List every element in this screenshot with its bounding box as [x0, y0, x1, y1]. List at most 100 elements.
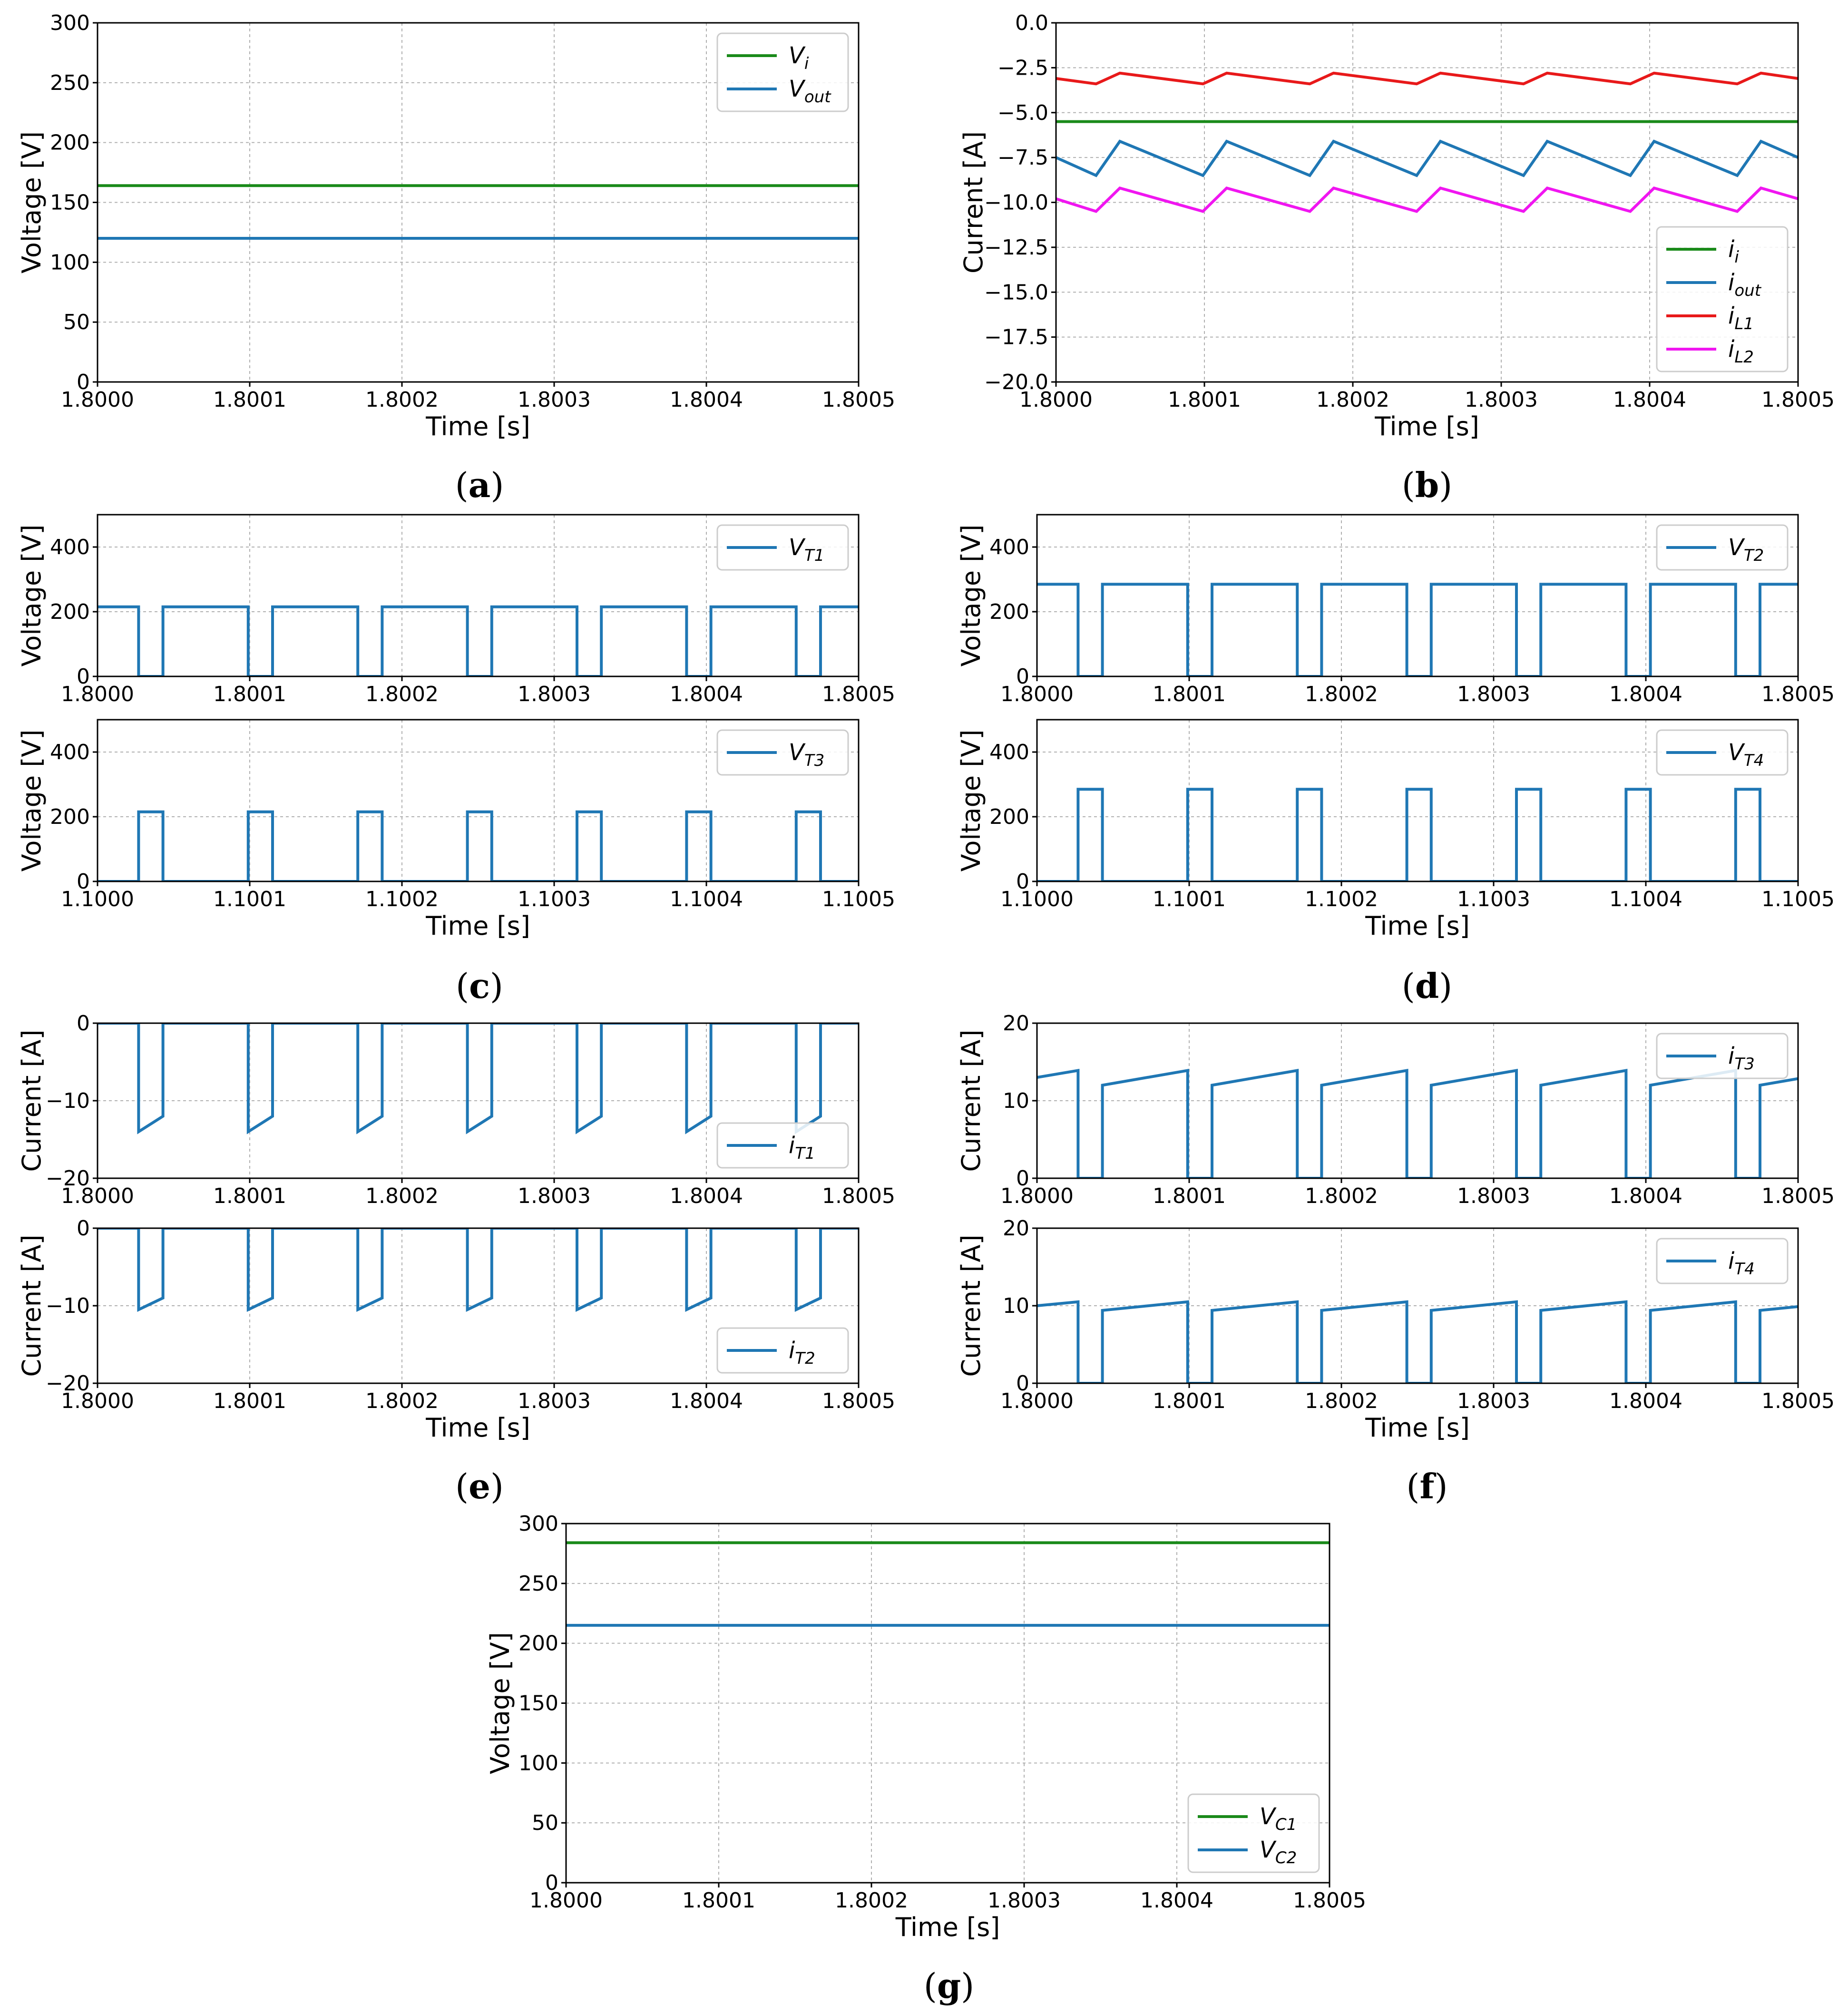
legend-box [716, 1122, 849, 1169]
y-tick-label: 300 [518, 1512, 558, 1536]
legend-entry: Vi [789, 42, 809, 73]
x-tick-label: 1.8002 [365, 388, 439, 412]
x-tick-label: 1.8003 [518, 1389, 591, 1413]
y-tick-label: −10.0 [984, 191, 1048, 215]
series-line-V-T3 [98, 810, 859, 881]
series-line-i-L1 [1056, 71, 1798, 86]
y-axis-label: Current [A] [958, 131, 988, 274]
x-tick-label: 1.8002 [1305, 1389, 1378, 1413]
series-line-i-L2 [1056, 186, 1798, 213]
series-line-i-out [1056, 139, 1798, 177]
legend-entry: VT3 [789, 739, 824, 770]
legend-symbol: V [789, 534, 806, 561]
x-tick-label: 1.8001 [682, 1888, 755, 1913]
y-tick-label: −20.0 [984, 370, 1048, 394]
y-tick-label: 200 [989, 805, 1029, 829]
legend-box [716, 729, 849, 776]
legend-symbol: V [1728, 534, 1745, 561]
legend-symbol: i [1728, 269, 1735, 296]
legend-entry: VC2 [1260, 1837, 1297, 1867]
x-tick-label: 1.8002 [1316, 388, 1389, 412]
x-axis-label: Time [s] [895, 1912, 1000, 1942]
legend-box [1656, 524, 1789, 571]
x-tick-label: 1.8003 [1457, 1389, 1530, 1413]
legend-subscript: C1 [1275, 1815, 1297, 1834]
legend-subscript: T2 [1744, 546, 1764, 565]
x-tick-label: 1.8005 [822, 388, 895, 412]
legend-box [716, 32, 849, 112]
plot-frame [97, 514, 860, 677]
y-tick-label: 200 [50, 600, 90, 624]
legend-subscript: T4 [1734, 1260, 1754, 1279]
y-tick-label: 200 [989, 600, 1029, 624]
legend-subscript: T4 [1744, 751, 1764, 770]
subfigure-label: (f) [1406, 1466, 1447, 1506]
y-tick-label: 0 [77, 1011, 90, 1036]
x-tick-label: 1.8001 [1153, 1184, 1226, 1208]
y-tick-label: 100 [518, 1751, 558, 1775]
y-tick-label: 300 [50, 11, 90, 35]
x-tick-label: 1.1000 [1000, 887, 1074, 911]
x-tick-label: 1.8004 [1609, 1389, 1682, 1413]
y-tick-label: 200 [518, 1632, 558, 1656]
y-tick-label: −10 [46, 1089, 90, 1113]
x-tick-label: 1.8002 [365, 1184, 439, 1208]
x-tick-label: 1.8000 [61, 1184, 134, 1208]
legend-box [1656, 1238, 1789, 1284]
x-tick-label: 1.8000 [1000, 1389, 1074, 1413]
x-tick-label: 1.8002 [835, 1888, 908, 1913]
x-tick-label: 1.8004 [1609, 682, 1682, 706]
subfigure-label: (b) [1402, 465, 1453, 505]
y-tick-label: 50 [63, 310, 90, 334]
x-axis-label: Time [s] [1365, 911, 1470, 941]
y-tick-label: 100 [50, 250, 90, 274]
y-tick-label: 400 [989, 740, 1029, 764]
y-tick-label: 0 [77, 870, 90, 894]
x-tick-label: 1.8003 [988, 1888, 1061, 1913]
y-tick-label: −7.5 [997, 146, 1048, 170]
series-line-i-T4 [1037, 1300, 1798, 1383]
subfigure-label: (e) [455, 1466, 504, 1506]
legend-symbol: V [1260, 1837, 1277, 1863]
y-tick-label: 20 [1003, 1011, 1029, 1036]
legend-subscript: T3 [804, 751, 824, 770]
x-tick-label: 1.8003 [518, 1184, 591, 1208]
y-axis-label: Voltage [V] [956, 525, 986, 667]
legend-subscript: T2 [795, 1349, 815, 1368]
plot-frame [1036, 719, 1799, 882]
series-line-i-T3 [1037, 1068, 1798, 1178]
x-axis-label: Time [s] [1365, 1413, 1470, 1443]
legend-symbol: i [1728, 1248, 1735, 1274]
x-tick-label: 1.8002 [365, 682, 439, 706]
x-tick-label: 1.8002 [365, 1389, 439, 1413]
x-tick-label: 1.8002 [1305, 1184, 1378, 1208]
legend: iT1 [716, 1122, 849, 1169]
y-tick-label: 50 [532, 1811, 558, 1835]
legend-entry: iT2 [789, 1337, 815, 1368]
x-tick-label: 1.8005 [822, 1184, 895, 1208]
legend-entry: iT3 [1728, 1043, 1755, 1074]
plot-frame [1055, 22, 1799, 383]
y-tick-label: 0 [77, 1216, 90, 1241]
y-axis-label: Current [A] [956, 1029, 986, 1172]
x-tick-label: 1.8003 [1457, 1184, 1530, 1208]
y-axis-label: Current [A] [17, 1234, 47, 1377]
legend-subscript: L1 [1734, 314, 1754, 333]
series-line-i-T2 [98, 1228, 859, 1312]
legend-subscript: out [804, 88, 831, 107]
x-tick-label: 1.8003 [1457, 682, 1530, 706]
chart-c_bottom: 1.1000 1.1001 1.1002 1.1003 1.1004 1.1005 0 200… [17, 719, 895, 1006]
legend-entry: iL1 [1728, 303, 1754, 333]
x-tick-label: 1.8003 [518, 388, 591, 412]
series-line-V-T2 [1037, 583, 1798, 676]
legend: VT2 [1656, 524, 1789, 571]
y-tick-label: −15.0 [984, 280, 1048, 304]
y-axis-label: Current [A] [17, 1029, 47, 1172]
y-tick-label: 10 [1003, 1089, 1029, 1113]
x-tick-label: 1.8005 [1293, 1888, 1366, 1913]
series-line-i-T1 [98, 1023, 859, 1134]
y-tick-label: 0 [1016, 1166, 1029, 1191]
legend-box [1656, 1033, 1789, 1079]
plot-frame [565, 1523, 1330, 1884]
